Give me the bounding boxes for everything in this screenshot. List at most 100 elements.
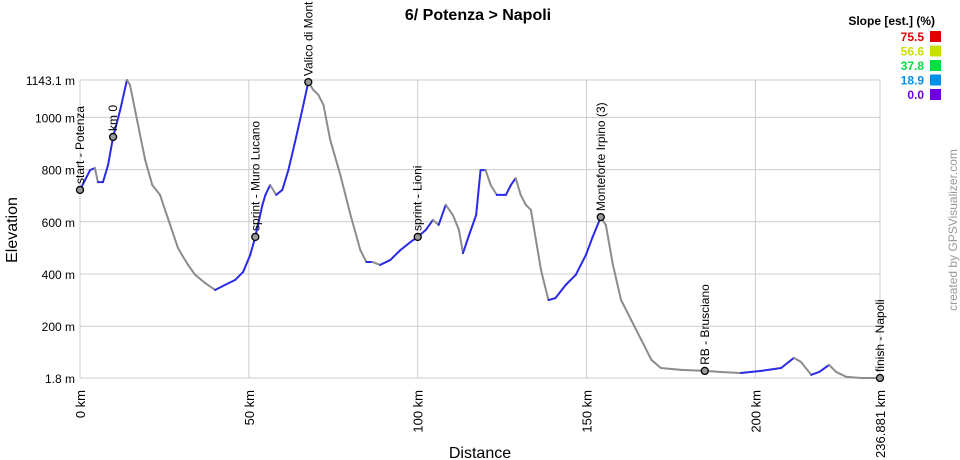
profile-segment (151, 183, 162, 196)
profile-segment (169, 223, 179, 249)
profile-segment (845, 375, 863, 379)
legend-swatch (930, 45, 941, 57)
profile-segment (194, 273, 206, 284)
y-axis-label: Elevation (4, 197, 21, 263)
profile-segment (176, 246, 183, 256)
waypoint-marker (875, 373, 885, 383)
profile-segment (792, 356, 803, 364)
profile-segment (379, 258, 392, 266)
profile-segment (164, 209, 172, 226)
credit-text: created by GPSVisualizer.com (946, 149, 960, 311)
waypoint-marker (304, 77, 313, 87)
profile-segment (301, 81, 310, 112)
profile-segment (719, 370, 742, 374)
profile-segment (144, 158, 154, 186)
elevation-line (79, 79, 881, 379)
profile-segment (424, 218, 434, 231)
waypoint-marker (413, 232, 422, 242)
y-tick-label: 800 m (42, 164, 75, 178)
legend-swatch (930, 89, 941, 100)
profile-segment (134, 109, 142, 137)
profile-segment (810, 370, 821, 376)
legend-label: 18.9 (901, 74, 925, 88)
profile-segment (800, 361, 813, 376)
profile-segment (780, 356, 795, 370)
profile-segment (312, 88, 320, 96)
profile-segment (659, 367, 683, 371)
profile-segment (484, 169, 492, 186)
waypoint-label: km 0 (106, 105, 120, 131)
profile-segment (489, 183, 498, 196)
waypoint-label: start - Potenza (73, 106, 87, 184)
profile-segment (739, 369, 763, 374)
profile-segment (437, 203, 447, 226)
profile-segment (574, 253, 587, 276)
legend-swatch (930, 60, 941, 71)
legend-label: 75.5 (901, 30, 925, 44)
profile-segment (254, 204, 264, 238)
waypoint-marker (700, 366, 709, 376)
profile-segment (509, 177, 517, 186)
grid (79, 79, 881, 379)
profile-segment (504, 183, 512, 196)
y-tick-label: 1.8 m (45, 372, 75, 386)
profile-segment (339, 174, 352, 217)
profile-segment (242, 253, 252, 273)
legend-title: Slope [est.] (%) (848, 14, 935, 28)
profile-segment (457, 228, 464, 255)
profile-segment (349, 214, 362, 252)
profile-segment (317, 93, 325, 107)
profile-segment (611, 263, 623, 301)
profile-segment (431, 218, 440, 226)
profile-segment (514, 177, 522, 196)
chart-title: 6/ Potenza > Napoli (405, 7, 551, 24)
profile-segment (760, 367, 783, 372)
waypoint-markers: start - Potenza km 0 sprint - Muro Lucano V… (73, 1, 887, 383)
legend-label: 37.8 (901, 59, 925, 73)
profile-segment (261, 193, 267, 207)
y-tick-label: 1000 m (35, 111, 75, 125)
profile-segment (281, 169, 290, 191)
x-tick-label: 100 km (411, 390, 426, 433)
profile-segment (604, 223, 614, 266)
profile-segment (159, 193, 167, 212)
profile-segment (294, 109, 304, 142)
profile-segment (444, 203, 454, 217)
profile-segment (264, 183, 272, 196)
profile-segment (640, 338, 653, 361)
x-tick-label: 200 km (748, 390, 763, 433)
profile-segment (835, 370, 848, 378)
profile-segment (107, 135, 115, 167)
profile-segment (371, 261, 382, 266)
profile-segment (399, 240, 412, 252)
profile-segment (584, 235, 594, 256)
x-axis-label: Distance (449, 445, 511, 460)
x-tick-label: 50 km (242, 390, 257, 425)
profile-segment (564, 273, 577, 286)
profile-segment (818, 363, 831, 373)
y-tick-label: 200 m (42, 320, 75, 334)
profile-segment (112, 109, 122, 138)
profile-segment (234, 270, 245, 282)
profile-segment (187, 263, 197, 276)
legend-swatch (930, 31, 941, 42)
profile-segment (203, 281, 217, 291)
profile-segment (547, 297, 557, 302)
waypoint-label: RB - Brusciano (698, 284, 712, 365)
slope-legend: Slope [est.] (%) 75.556.637.818.90.0 (848, 14, 941, 102)
profile-segment (84, 169, 92, 182)
y-tick-label: 1143.1 m (26, 74, 75, 88)
waypoint-marker (75, 185, 85, 195)
waypoint-label: Monteforte Irpino (3) (594, 102, 608, 211)
profile-segment (620, 298, 633, 321)
profile-segment (389, 249, 402, 261)
profile-segment (214, 283, 226, 291)
legend-label: 0.0 (907, 88, 924, 102)
profile-segment (650, 358, 662, 370)
profile-segment (519, 193, 527, 206)
profile-segment (524, 203, 532, 211)
profile-segment (275, 188, 284, 196)
profile-segment (128, 83, 137, 112)
